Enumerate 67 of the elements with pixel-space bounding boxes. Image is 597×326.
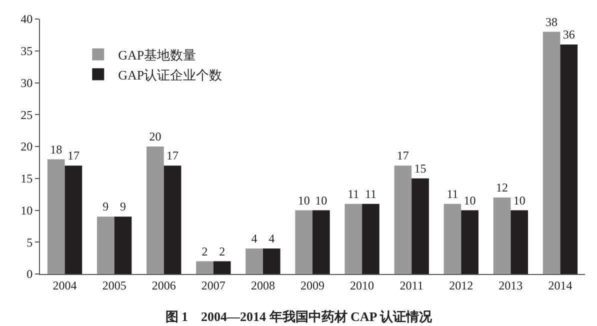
y-tick-label: 35: [20, 44, 33, 58]
x-tick-label: 2011: [400, 278, 424, 292]
data-label: 11: [364, 186, 376, 201]
data-label: 17: [67, 148, 80, 163]
bar: [444, 204, 462, 274]
data-label: 4: [251, 232, 258, 246]
bar: [262, 248, 280, 274]
data-label: 36: [562, 28, 575, 42]
x-tick-label: 2009: [300, 278, 324, 292]
bar: [412, 178, 429, 274]
x-tick-label: 2006: [152, 278, 176, 292]
data-label: 9: [120, 200, 126, 214]
data-label: 10: [464, 193, 476, 208]
data-label: 11: [446, 186, 458, 201]
bar: [146, 146, 164, 274]
y-tick-label: 30: [20, 76, 33, 90]
data-label: 17: [166, 148, 179, 163]
data-label: 4: [268, 232, 275, 246]
bar: [560, 44, 578, 274]
data-label: 11: [348, 186, 360, 201]
bar: [510, 210, 528, 274]
data-label: 10: [298, 193, 310, 208]
data-label: 12: [496, 180, 508, 194]
bar: [295, 210, 312, 274]
bar: [196, 261, 214, 274]
data-label: 10: [513, 193, 526, 208]
y-tick-label: 20: [20, 140, 33, 154]
x-tick-label: 2013: [498, 278, 523, 292]
legend-label: GAP认证企业个数: [118, 67, 222, 82]
data-label: 20: [149, 130, 162, 144]
legend-label: GAP基地数量: [118, 47, 196, 62]
y-tick-label: 10: [20, 203, 33, 218]
bar: [461, 210, 478, 274]
data-label: 18: [50, 142, 62, 156]
y-tick-label: 25: [20, 108, 33, 122]
text: 图 1 2004—2014 年我国中药材 CAP 认证情况: [165, 309, 433, 324]
bar: [246, 248, 263, 274]
data-label: 17: [396, 148, 409, 163]
data-label: 10: [315, 193, 328, 208]
x-tick-label: 2010: [350, 278, 374, 292]
x-tick-label: 2005: [102, 278, 126, 292]
bar: [114, 216, 132, 274]
bar: [362, 204, 380, 274]
y-tick-label: 15: [20, 172, 33, 186]
data-label: 38: [546, 14, 558, 29]
data-label: 2: [219, 244, 226, 258]
data-label: 9: [102, 200, 109, 214]
bar: [394, 166, 412, 274]
x-tick-label: 2014: [548, 278, 572, 292]
bar: [64, 166, 82, 274]
data-label: 2: [202, 244, 208, 258]
y-tick-label: 0: [26, 267, 33, 282]
x-tick-label: 2004: [52, 278, 77, 292]
bar: [312, 210, 330, 274]
data-label: 15: [414, 161, 426, 176]
y-tick-label: 40: [20, 12, 33, 26]
bar: [47, 159, 65, 274]
bar: [213, 261, 231, 274]
x-tick-label: 2008: [250, 278, 275, 292]
bar: [96, 216, 114, 274]
x-tick-label: 2012: [449, 278, 474, 292]
bar: [164, 166, 182, 274]
bar: [344, 204, 362, 274]
bar: [493, 198, 511, 274]
bar: [542, 32, 560, 274]
y-tick-label: 5: [26, 235, 33, 250]
x-tick-label: 2007: [201, 278, 226, 292]
